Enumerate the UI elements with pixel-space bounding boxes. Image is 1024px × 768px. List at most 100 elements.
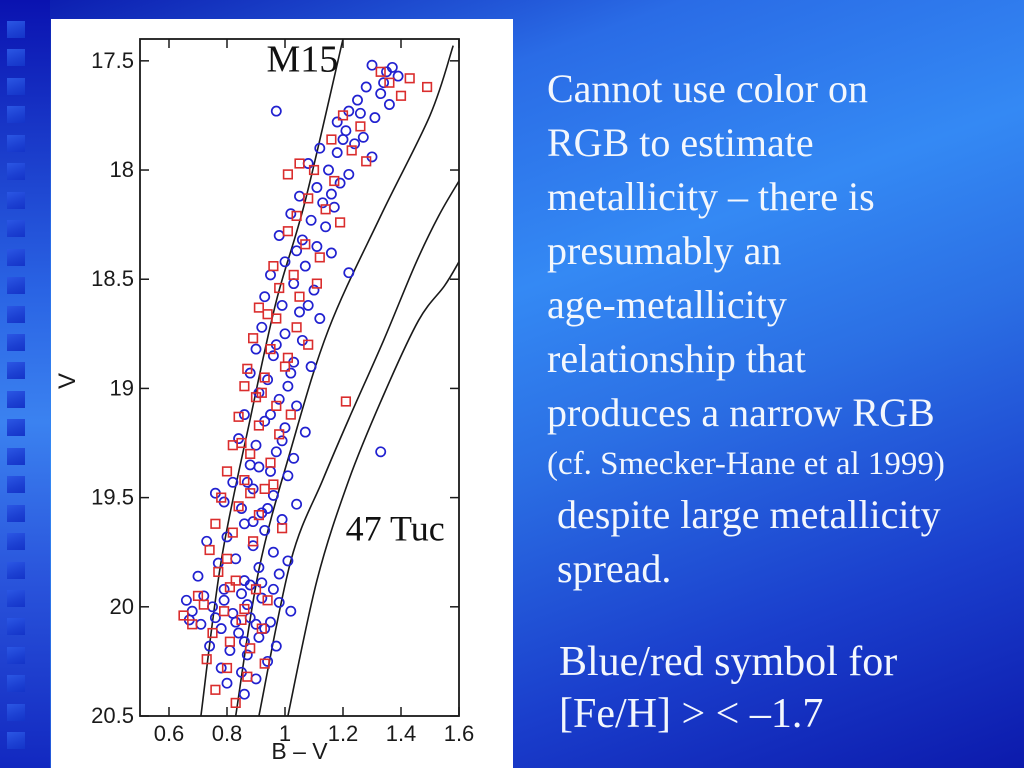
cluster-label: M15: [267, 39, 339, 81]
scatter-point-red-square: [224, 636, 236, 647]
scatter-point-blue-circle: [288, 278, 300, 290]
decor-square: [7, 77, 25, 95]
scatter-point-blue-circle: [343, 168, 355, 180]
decor-square: [7, 533, 25, 551]
decor-square: [7, 476, 25, 494]
scatter-point-blue-circle: [256, 321, 268, 333]
scatter-point-blue-circle: [230, 616, 242, 628]
scatter-point-blue-circle: [366, 59, 378, 71]
scatter-point-blue-circle: [195, 618, 207, 630]
scatter-point-red-square: [245, 488, 256, 499]
scatter-point-red-square: [245, 448, 256, 460]
scatter-point-blue-circle: [357, 131, 369, 143]
scatter-point-red-square: [236, 437, 247, 449]
scatter-point-blue-circle: [253, 631, 265, 643]
symbol-legend-caption: Blue/red symbol for [Fe/H] > < –1.7: [559, 636, 1019, 740]
scatter-point-red-square: [340, 396, 352, 407]
scatter-point-blue-circle: [250, 673, 262, 685]
scatter-point-blue-circle: [375, 446, 387, 458]
scatter-point-blue-circle: [204, 640, 216, 652]
scatter-point-blue-circle: [259, 524, 271, 536]
decor-square: [7, 362, 25, 380]
scatter-point-red-square: [282, 169, 294, 180]
scatter-point-red-square: [303, 193, 314, 204]
scatter-point-blue-circle: [267, 583, 279, 595]
decor-sidebar-filmstrip: [0, 0, 50, 768]
fiducial-curve: [200, 39, 344, 716]
scatter-point-blue-circle: [325, 247, 337, 259]
scatter-point-blue-circle: [328, 201, 340, 213]
scatter-point-blue-circle: [288, 452, 300, 464]
scatter-point-blue-circle: [262, 503, 274, 514]
scatter-point-blue-circle: [270, 105, 282, 117]
cluster-label: 47 Tuc: [346, 508, 445, 548]
scatter-point-blue-circle: [337, 134, 349, 145]
scatter-point-red-square: [355, 121, 366, 132]
scatter-point-blue-circle: [270, 446, 282, 458]
scatter-point-red-square: [421, 81, 433, 93]
scatter-point-blue-circle: [375, 88, 387, 100]
scatter-point-red-square: [253, 420, 265, 431]
scatter-point-blue-circle: [227, 607, 239, 619]
scatter-point-red-square: [262, 595, 273, 606]
decor-square: [7, 49, 25, 67]
scatter-point-red-square: [256, 387, 267, 398]
text-line: produces a narrow RGB: [547, 390, 935, 435]
scatter-point-blue-circle: [334, 177, 346, 189]
scatter-point-blue-circle: [273, 568, 285, 580]
scatter-point-blue-circle: [340, 125, 352, 137]
scatter-point-blue-circle: [227, 476, 239, 488]
scatter-point-red-square: [207, 627, 218, 639]
scatter-point-blue-circle: [273, 393, 285, 405]
scatter-point-blue-circle: [308, 284, 320, 296]
scatter-point-blue-circle: [267, 546, 279, 558]
scatter-point-blue-circle: [282, 380, 294, 392]
scatter-point-blue-circle: [273, 230, 285, 241]
scatter-point-blue-circle: [273, 596, 285, 608]
scatter-point-blue-circle: [294, 306, 305, 318]
decor-square: [7, 106, 25, 124]
scatter-point-blue-circle: [238, 636, 250, 648]
decor-square: [7, 134, 25, 152]
y-tick-label: 20.5: [91, 703, 134, 728]
text-line: RGB to estimate: [547, 120, 814, 165]
scatter-point-blue-circle: [262, 655, 274, 667]
scatter-point-blue-circle: [265, 465, 276, 477]
scatter-point-blue-circle: [299, 426, 311, 438]
y-tick-label: 19: [110, 375, 134, 400]
scatter-point-blue-circle: [383, 99, 395, 110]
scatter-point-blue-circle: [265, 409, 276, 421]
x-tick-label: 0.6: [154, 721, 185, 746]
scatter-point-blue-circle: [256, 577, 268, 589]
scatter-point-red-square: [253, 302, 265, 313]
scatter-point-red-square: [233, 411, 244, 422]
scatter-point-blue-circle: [276, 514, 288, 525]
decor-square: [7, 618, 25, 636]
scatter-point-blue-circle: [343, 267, 355, 279]
scatter-point-blue-circle: [305, 361, 317, 373]
fiducial-curve: [234, 45, 454, 716]
scatter-point-blue-circle: [331, 147, 343, 159]
scatter-point-blue-circle: [311, 182, 323, 193]
scatter-point-red-square: [178, 610, 189, 621]
y-tick-label: 17.5: [91, 48, 134, 73]
scatter-point-blue-circle: [378, 77, 390, 89]
scatter-point-red-square: [219, 606, 230, 617]
scatter-point-red-square: [375, 66, 386, 77]
x-tick-label: 1.6: [444, 721, 475, 746]
scatter-point-blue-circle: [279, 328, 291, 340]
scatter-point-blue-circle: [250, 439, 262, 451]
scatter-point-blue-circle: [360, 81, 372, 93]
scatter-point-red-square: [198, 599, 209, 610]
scatter-point-red-square: [210, 518, 221, 529]
scatter-point-blue-circle: [349, 138, 361, 150]
scatter-point-red-square: [346, 145, 357, 156]
decor-square: [7, 248, 25, 266]
text-line: despite large metallicity: [557, 492, 941, 537]
scatter-point-red-square: [239, 381, 250, 392]
x-tick-label: 1: [279, 721, 291, 746]
scatter-point-red-square: [239, 474, 250, 486]
scatter-point-blue-circle: [262, 374, 274, 386]
scatter-point-blue-circle: [224, 645, 236, 656]
y-tick-label: 20: [110, 594, 134, 619]
